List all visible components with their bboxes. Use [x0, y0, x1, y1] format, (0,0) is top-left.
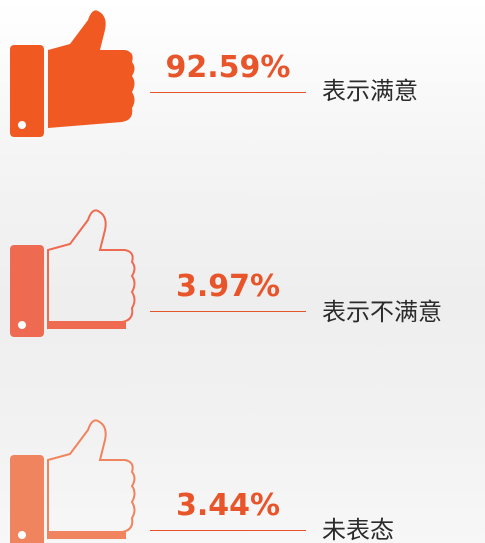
thumb-icon [10, 10, 135, 137]
label: 表示满意 [322, 77, 418, 105]
thumb-icon [10, 419, 136, 543]
label: 未表态 [322, 516, 394, 543]
label: 表示不满意 [322, 298, 442, 326]
underline [150, 530, 306, 531]
percent: 3.44% [175, 488, 281, 523]
percent: 3.97% [175, 269, 281, 304]
underline [150, 92, 306, 93]
underline [150, 311, 306, 312]
percent: 92.59% [165, 50, 291, 85]
thumb-icon [10, 209, 136, 337]
